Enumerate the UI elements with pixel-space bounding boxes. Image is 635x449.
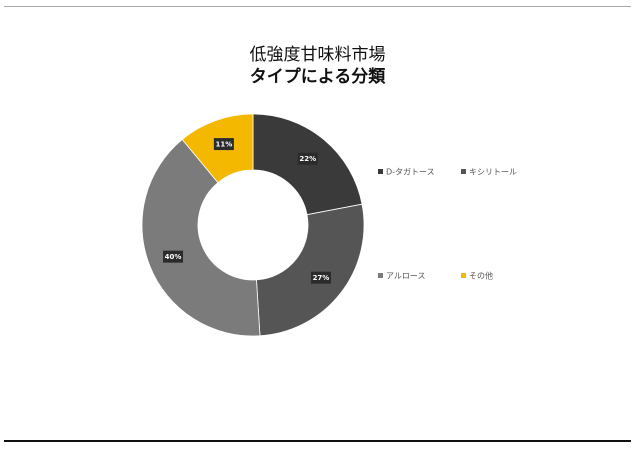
legend-item: その他 <box>461 271 493 281</box>
data-label: 27% <box>310 271 331 284</box>
legend-item: D-タガトース <box>378 167 435 177</box>
legend-label: アルロース <box>386 272 426 281</box>
chart-title-block: 低強度甘味料市場 タイプによる分類 <box>0 44 635 88</box>
data-label-box <box>297 152 318 165</box>
legend-label: キシリトール <box>469 168 517 177</box>
legend-swatch <box>461 169 466 174</box>
chart-title: 低強度甘味料市場 <box>249 45 386 65</box>
donut-slices <box>141 113 365 337</box>
donut-slice <box>256 203 365 337</box>
data-label-box <box>163 250 184 263</box>
data-label-text: 27% <box>313 274 330 282</box>
legend-label: D-タガトース <box>386 167 435 177</box>
data-label: 11% <box>213 138 234 151</box>
donut-slice <box>141 138 261 337</box>
donut-data-labels: 22% 27% 40% 11% <box>163 138 331 284</box>
data-label-box <box>213 138 234 151</box>
data-label-text: 22% <box>299 155 316 163</box>
legend-item: アルロース <box>378 272 426 281</box>
legend-label: その他 <box>469 271 493 281</box>
data-label-box <box>310 271 331 284</box>
top-divider <box>4 6 631 7</box>
data-label-text: 11% <box>215 141 232 149</box>
legend-swatch <box>378 273 383 278</box>
data-label: 22% <box>297 152 318 165</box>
bottom-divider <box>4 440 631 442</box>
legend-item: キシリトール <box>461 168 517 177</box>
chart-subtitle: タイプによる分類 <box>249 67 386 87</box>
data-label-text: 40% <box>165 253 182 261</box>
legend-swatch <box>461 273 466 278</box>
data-label: 40% <box>163 250 184 263</box>
legend-swatch <box>378 169 383 174</box>
